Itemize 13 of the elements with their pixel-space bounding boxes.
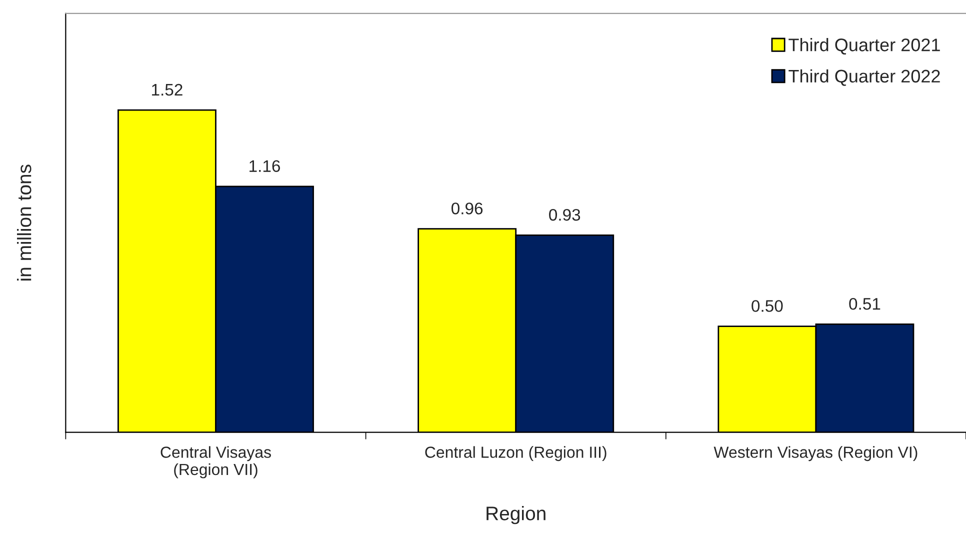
x-tick-label: Central Luzon (Region III) <box>425 446 606 462</box>
data-label: 0.93 <box>549 208 580 221</box>
x-tick-label: Western Visayas (Region VI) <box>714 446 918 462</box>
data-label: 0.51 <box>849 298 880 310</box>
x-tick-label: Central Visayas (Region VII) <box>160 446 271 478</box>
data-label: 1.16 <box>250 160 280 172</box>
legend-label: Third Quarter 2021 <box>788 38 940 55</box>
y-axis-title: in million tons <box>17 164 32 280</box>
data-label: 0.96 <box>452 202 483 214</box>
x-axis-title: Region <box>486 506 546 524</box>
legend-label: Third Quarter 2022 <box>788 69 940 86</box>
data-label: 0.50 <box>752 300 783 312</box>
data-label: 1.52 <box>152 84 182 96</box>
